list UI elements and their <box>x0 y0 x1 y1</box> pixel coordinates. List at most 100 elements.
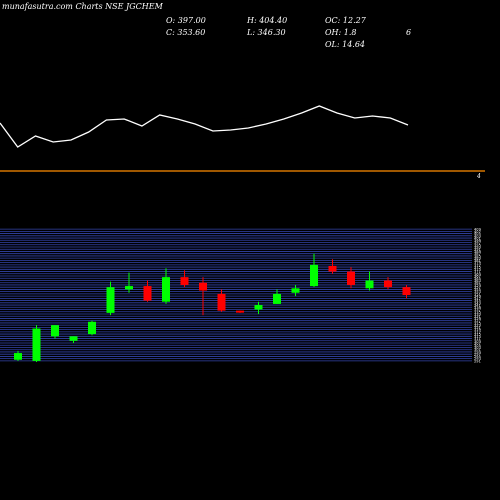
price-tick-label: 291 <box>474 359 481 363</box>
candle-body <box>328 265 337 272</box>
price-tick-label: 327 <box>474 319 481 323</box>
price-tick-label: 373 <box>474 268 481 272</box>
price-tick-label: 407 <box>474 230 481 234</box>
price-tick-label: 293 <box>474 357 481 361</box>
price-tick-label: 367 <box>474 275 481 279</box>
price-tick-label: 297 <box>474 353 481 357</box>
candle-body <box>273 293 281 304</box>
price-tick-label: 325 <box>474 321 481 325</box>
price-grid <box>0 228 472 362</box>
price-tick-label: 369 <box>474 272 482 276</box>
price-tick-label: 337 <box>474 308 481 312</box>
candle-body <box>199 282 207 291</box>
price-tick-label: 359 <box>474 283 482 287</box>
candle <box>162 268 170 304</box>
price-tick-label: 379 <box>474 261 482 265</box>
candle-body <box>217 293 226 311</box>
price-tick-label: 401 <box>474 237 481 241</box>
close-label: C: 353.60 <box>166 28 206 37</box>
price-tick-label: 345 <box>474 299 481 303</box>
candle-body <box>180 277 189 285</box>
price-tick-label: 381 <box>474 259 481 263</box>
price-tick-label: 375 <box>474 266 481 270</box>
price-tick-label: 349 <box>474 295 482 299</box>
candle-body <box>125 286 133 290</box>
price-tick-label: 299 <box>474 350 482 354</box>
separator-marker: 4 <box>477 173 481 180</box>
candle <box>69 336 78 344</box>
candle <box>384 277 392 290</box>
price-tick-label: 301 <box>474 348 481 352</box>
candle <box>310 253 318 288</box>
ol-label: OL: 14.64 <box>325 40 366 49</box>
price-tick-label: 347 <box>474 297 481 301</box>
indicator-line-panel <box>0 105 409 148</box>
price-tick-label: 335 <box>474 310 481 314</box>
price-tick-label: 389 <box>474 250 482 254</box>
candle <box>125 272 133 293</box>
price-tick-label: 377 <box>474 263 481 267</box>
price-tick-label: 353 <box>474 290 481 294</box>
price-tick-label: 333 <box>474 312 481 316</box>
watermark-title: munafasutra.com Charts NSE JGCHEM <box>2 2 163 11</box>
candle <box>328 259 337 274</box>
price-tick-label: 395 <box>474 243 481 247</box>
price-tick-label: 313 <box>474 335 481 339</box>
low-label: L: 346.30 <box>247 28 286 37</box>
price-tick-label: 319 <box>474 328 482 332</box>
price-tick-label: 393 <box>474 245 481 249</box>
price-tick-label: 371 <box>474 270 481 274</box>
price-tick-label: 361 <box>474 281 481 285</box>
candle-body <box>106 287 115 313</box>
chart-title: Charts NSE JGCHEM <box>75 2 163 11</box>
candle <box>51 325 59 339</box>
price-tick-label: 331 <box>474 315 481 319</box>
candle-body <box>254 305 263 310</box>
candle-body <box>32 328 41 361</box>
price-tick-label: 363 <box>474 279 481 283</box>
price-tick-label: 309 <box>474 339 482 343</box>
price-tick-label: 305 <box>474 344 481 348</box>
candle <box>291 284 300 297</box>
high-label: H: 404.40 <box>247 16 288 25</box>
price-tick-label: 383 <box>474 257 481 261</box>
candle-body <box>69 336 78 341</box>
candle <box>236 310 244 313</box>
candle <box>217 289 226 312</box>
price-tick-label: 385 <box>474 254 481 258</box>
price-tick-label: 339 <box>474 306 482 310</box>
price-tick-label: 403 <box>474 234 481 238</box>
candle-body <box>384 280 392 288</box>
price-tick-label: 343 <box>474 301 481 305</box>
candle-body <box>88 321 96 335</box>
candle <box>180 270 189 288</box>
candle-body <box>347 271 355 285</box>
price-tick-label: 387 <box>474 252 481 256</box>
candle <box>143 280 152 302</box>
extra-label: 6 <box>406 28 412 37</box>
price-tick-label: 341 <box>474 304 481 308</box>
price-tick-label: 405 <box>474 232 481 236</box>
candle-body <box>14 353 22 360</box>
candle <box>254 301 263 314</box>
candle-body <box>402 287 411 295</box>
candle <box>106 281 115 316</box>
price-tick-label: 397 <box>474 241 481 245</box>
candle <box>199 277 207 316</box>
indicator-line <box>0 105 409 148</box>
price-tick-label: 409 <box>474 228 482 232</box>
price-tick-label: 365 <box>474 277 481 281</box>
price-tick-label: 399 <box>474 239 482 243</box>
price-tick-label: 323 <box>474 324 481 328</box>
price-tick-label: 355 <box>474 288 481 292</box>
candle <box>32 325 41 362</box>
price-tick-label: 357 <box>474 286 481 290</box>
price-tick-label: 329 <box>474 317 482 321</box>
candle-body <box>143 286 152 301</box>
candle-body <box>310 264 318 287</box>
price-tick-label: 311 <box>474 337 481 341</box>
price-tick-label: 307 <box>474 342 481 346</box>
candle-body <box>365 280 374 289</box>
candle <box>273 289 281 304</box>
